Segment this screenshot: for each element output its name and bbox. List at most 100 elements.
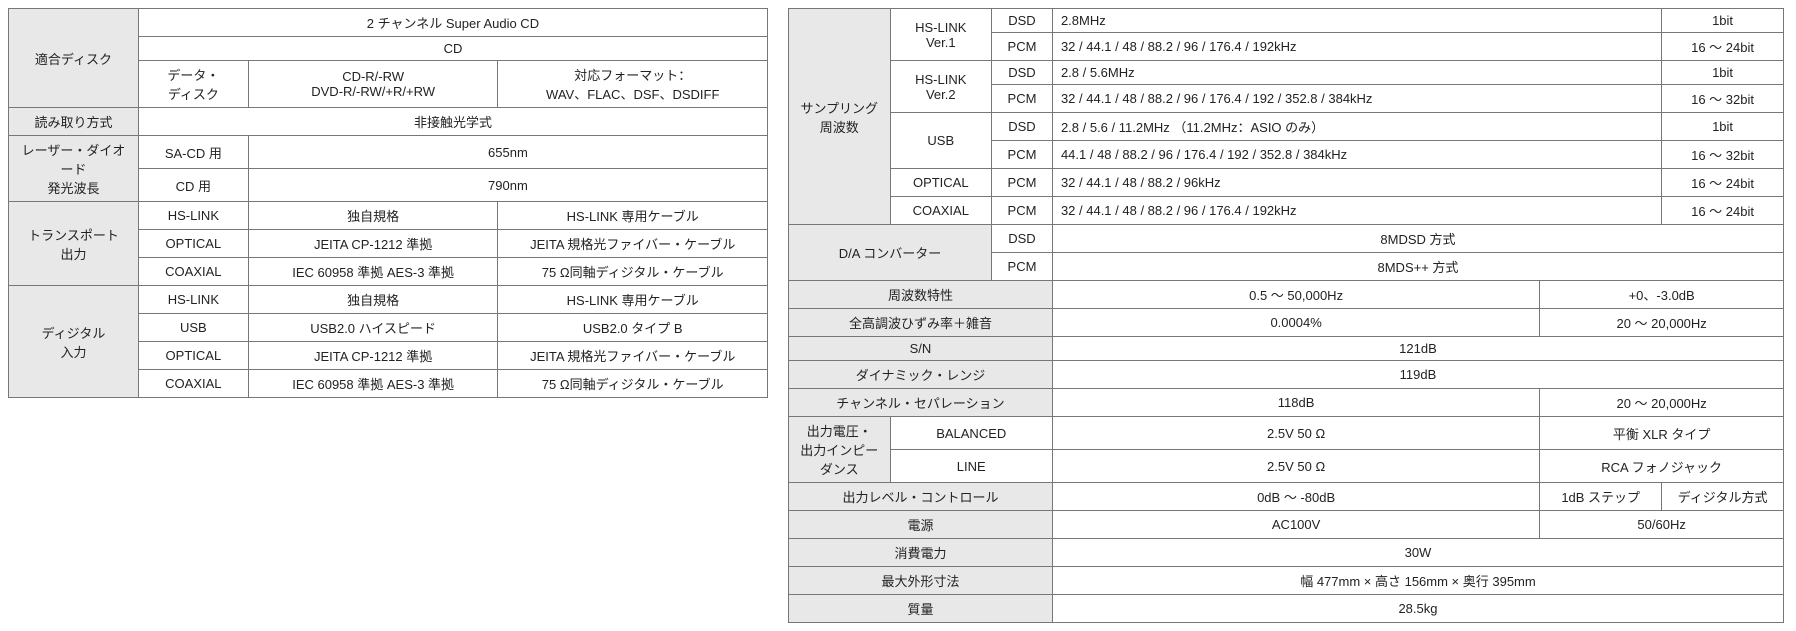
cell: 16 ～ 24bit (1662, 33, 1784, 61)
label-dim: 最大外形寸法 (789, 567, 1053, 595)
cell: JEITA CP-1212 準拠 (248, 342, 498, 370)
cell: 20 ～ 20,000Hz (1540, 389, 1784, 417)
cell: 16 ～ 24bit (1662, 169, 1784, 197)
cell: ディジタル方式 (1662, 483, 1784, 511)
cell: 0.5 ～ 50,000Hz (1052, 281, 1539, 309)
cell: 2.5V 50 Ω (1052, 417, 1539, 450)
label-disc: 適合ディスク (9, 9, 139, 108)
cell: 2.8MHz (1052, 9, 1661, 33)
cell: LINE (890, 450, 1052, 483)
cell: 44.1 / 48 / 88.2 / 96 / 176.4 / 192 / 35… (1052, 141, 1661, 169)
cell: CD-R/-RW DVD-R/-RW/+R/+RW (248, 61, 498, 108)
cell: HS-LINK (138, 286, 248, 314)
cell: PCM (992, 141, 1053, 169)
cell: RCA フォノジャック (1540, 450, 1784, 483)
cell: USB2.0 タイプ B (498, 314, 768, 342)
cell: USB (138, 314, 248, 342)
cell: PCM (992, 197, 1053, 225)
cell: 30W (1052, 539, 1783, 567)
cell: 独自規格 (248, 286, 498, 314)
cell: OPTICAL (138, 342, 248, 370)
label-transport: トランスポート 出力 (9, 202, 139, 286)
label-level: 出力レベル・コントロール (789, 483, 1053, 511)
cell: 16 ～ 32bit (1662, 141, 1784, 169)
cell: 0.0004% (1052, 309, 1539, 337)
label-dr: ダイナミック・レンジ (789, 361, 1053, 389)
cell: HS-LINK (138, 202, 248, 230)
cell: SA-CD 用 (138, 136, 248, 169)
cell: 121dB (1052, 337, 1783, 361)
cell: 2.5V 50 Ω (1052, 450, 1539, 483)
cell: JEITA CP-1212 準拠 (248, 230, 498, 258)
label-sampling: サンプリング 周波数 (789, 9, 891, 225)
cell: 75 Ω同軸ディジタル・ケーブル (498, 258, 768, 286)
cell: COAXIAL (138, 258, 248, 286)
cell: HS-LINK 専用ケーブル (498, 286, 768, 314)
cell: 790nm (248, 169, 767, 202)
cell: 16 ～ 32bit (1662, 85, 1784, 113)
cell: 118dB (1052, 389, 1539, 417)
cell: 1bit (1662, 9, 1784, 33)
label-thd: 全高調波ひずみ率＋雑音 (789, 309, 1053, 337)
cell: HS-LINK Ver.2 (890, 61, 992, 113)
cell: HS-LINK Ver.1 (890, 9, 992, 61)
cell: 8MDSD 方式 (1052, 225, 1783, 253)
cell: 32 / 44.1 / 48 / 88.2 / 96 / 176.4 / 192… (1052, 33, 1661, 61)
cell: 655nm (248, 136, 767, 169)
cell: 非接触光学式 (138, 108, 767, 136)
cell: 16 ～ 24bit (1662, 197, 1784, 225)
label-out: 出力電圧・ 出力インピーダンス (789, 417, 891, 483)
label-dac: D/A コンバーター (789, 225, 992, 281)
cell: 2.8 / 5.6 / 11.2MHz （11.2MHz：ASIO のみ） (1052, 113, 1661, 141)
label-cons: 消費電力 (789, 539, 1053, 567)
cell: 8MDS++ 方式 (1052, 253, 1783, 281)
cell: JEITA 規格光ファイバー・ケーブル (498, 230, 768, 258)
cell: OPTICAL (890, 169, 992, 197)
cell: 32 / 44.1 / 48 / 88.2 / 96 / 176.4 / 192… (1052, 85, 1661, 113)
specs-table-left: 適合ディスク 2 チャンネル Super Audio CD CD データ・ ディ… (8, 8, 768, 398)
cell: COAXIAL (890, 197, 992, 225)
cell: 0dB ～ -80dB (1052, 483, 1539, 511)
cell: IEC 60958 準拠 AES-3 準拠 (248, 258, 498, 286)
cell: 平衡 XLR タイプ (1540, 417, 1784, 450)
cell: 1bit (1662, 113, 1784, 141)
label-mass: 質量 (789, 595, 1053, 623)
label-chsep: チャンネル・セパレーション (789, 389, 1053, 417)
cell: PCM (992, 253, 1053, 281)
cell: PCM (992, 85, 1053, 113)
cell: AC100V (1052, 511, 1539, 539)
label-freq: 周波数特性 (789, 281, 1053, 309)
cell: DSD (992, 61, 1053, 85)
cell: USB (890, 113, 992, 169)
cell: 50/60Hz (1540, 511, 1784, 539)
cell: PCM (992, 169, 1053, 197)
cell: 32 / 44.1 / 48 / 88.2 / 96kHz (1052, 169, 1661, 197)
cell: 119dB (1052, 361, 1783, 389)
cell: 2 チャンネル Super Audio CD (138, 9, 767, 37)
cell: CD (138, 37, 767, 61)
cell: USB2.0 ハイスピード (248, 314, 498, 342)
cell: COAXIAL (138, 370, 248, 398)
cell: DSD (992, 9, 1053, 33)
cell: DSD (992, 113, 1053, 141)
cell: BALANCED (890, 417, 1052, 450)
cell: 1dB ステップ (1540, 483, 1662, 511)
cell: IEC 60958 準拠 AES-3 準拠 (248, 370, 498, 398)
cell: 独自規格 (248, 202, 498, 230)
cell: DSD (992, 225, 1053, 253)
cell: +0、-3.0dB (1540, 281, 1784, 309)
cell: 1bit (1662, 61, 1784, 85)
cell: CD 用 (138, 169, 248, 202)
cell: JEITA 規格光ファイバー・ケーブル (498, 342, 768, 370)
cell: 28.5kg (1052, 595, 1783, 623)
cell: PCM (992, 33, 1053, 61)
label-laser: レーザー・ダイオード 発光波長 (9, 136, 139, 202)
cell: 75 Ω同軸ディジタル・ケーブル (498, 370, 768, 398)
cell: 対応フォーマット： WAV、FLAC、DSF、DSDIFF (498, 61, 768, 108)
cell: データ・ ディスク (138, 61, 248, 108)
specs-table-right: サンプリング 周波数 HS-LINK Ver.1 DSD 2.8MHz 1bit… (788, 8, 1784, 623)
cell: 2.8 / 5.6MHz (1052, 61, 1661, 85)
cell: 幅 477mm × 高さ 156mm × 奥行 395mm (1052, 567, 1783, 595)
cell: OPTICAL (138, 230, 248, 258)
label-sn: S/N (789, 337, 1053, 361)
